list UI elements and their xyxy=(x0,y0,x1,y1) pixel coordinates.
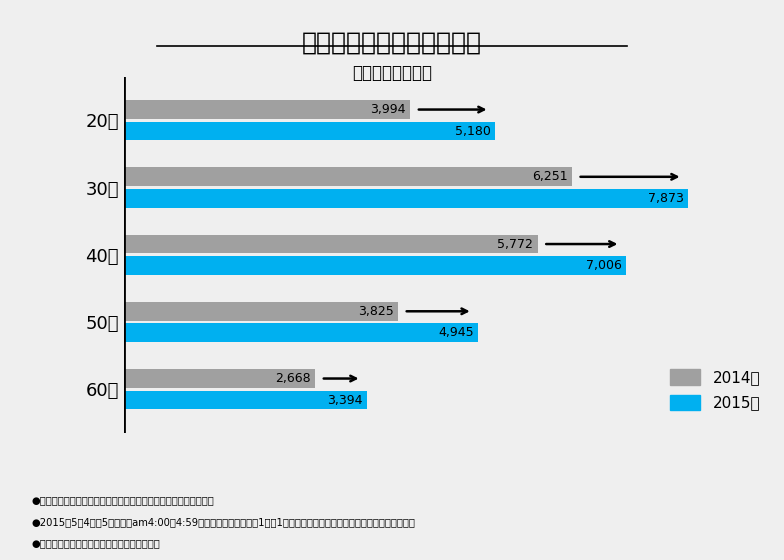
Text: ●出典：ドコモ・インサイトマーケティング「モバイル空間統計」: ●出典：ドコモ・インサイトマーケティング「モバイル空間統計」 xyxy=(31,496,214,506)
Bar xyxy=(124,302,398,321)
Text: 2,668: 2,668 xyxy=(275,372,310,385)
Bar xyxy=(124,100,410,119)
Bar xyxy=(124,256,626,275)
Text: ●2015年5月4日・5日の各日am4:00～4:59の滞在者を集計し、「1日の1時間あたり」の人数として平均化。前年も同様。: ●2015年5月4日・5日の各日am4:00～4:59の滞在者を集計し、「1日の… xyxy=(31,517,416,527)
Text: 7,006: 7,006 xyxy=(586,259,622,272)
Text: 3,394: 3,394 xyxy=(328,394,363,407)
Text: 7,873: 7,873 xyxy=(648,192,684,205)
Text: 3,825: 3,825 xyxy=(358,305,394,318)
Bar xyxy=(124,189,688,208)
Text: 4,945: 4,945 xyxy=(438,326,474,339)
Bar xyxy=(124,167,572,186)
Text: 6,251: 6,251 xyxy=(532,170,568,183)
Text: ●首都圏は東京都・千葉県・埼玉県・神奈川県: ●首都圏は東京都・千葉県・埼玉県・神奈川県 xyxy=(31,538,160,548)
Text: 3,994: 3,994 xyxy=(370,103,406,116)
Bar xyxy=(124,122,495,141)
Bar xyxy=(124,323,478,342)
Bar xyxy=(124,391,367,409)
Bar xyxy=(124,369,315,388)
Legend: 2014年, 2015年: 2014年, 2015年 xyxy=(662,362,768,418)
Text: 5,772: 5,772 xyxy=(498,237,533,250)
Text: 石川県来訪者の年齢別内訳: 石川県来訪者の年齢別内訳 xyxy=(302,31,482,55)
Bar xyxy=(124,235,538,254)
Text: 5,180: 5,180 xyxy=(455,124,491,138)
Text: （首都圏居住者）: （首都圏居住者） xyxy=(352,64,432,82)
